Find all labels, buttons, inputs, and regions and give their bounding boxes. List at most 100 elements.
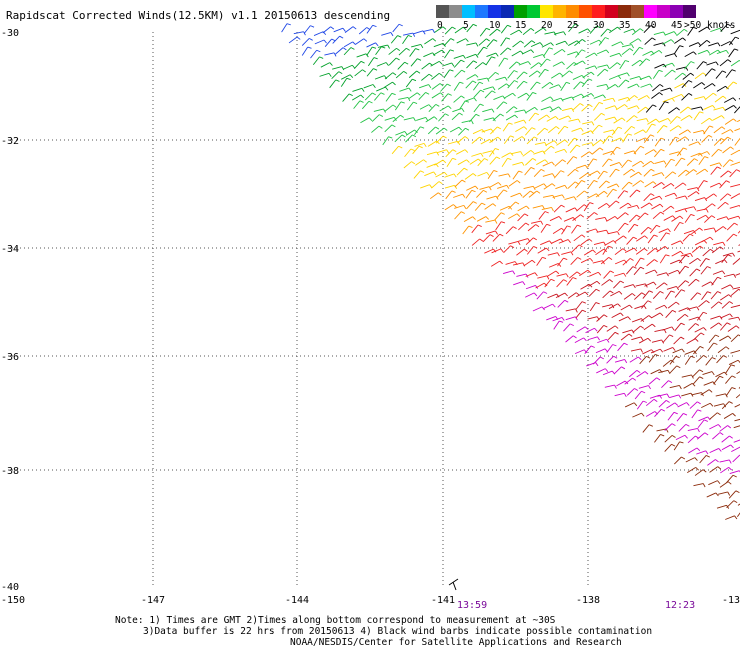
wind-barb	[553, 31, 567, 36]
wind-barb	[688, 141, 701, 146]
wind-barb	[516, 80, 528, 89]
wind-barb	[550, 72, 563, 79]
wind-barb	[488, 148, 500, 157]
wind-barb	[324, 38, 336, 48]
wind-barb	[685, 457, 698, 463]
wind-barb	[607, 331, 619, 340]
wind-barb	[476, 189, 488, 198]
wind-barb	[640, 226, 652, 235]
wind-barb	[353, 100, 364, 109]
wind-barb	[582, 121, 595, 126]
wind-barb	[542, 161, 555, 167]
wind-barb	[632, 325, 645, 333]
wind-barb	[674, 322, 685, 332]
wind-barb	[552, 61, 565, 67]
wind-barb	[505, 226, 517, 235]
wind-barb	[713, 403, 727, 408]
wind-barb	[293, 31, 306, 36]
wind-barb	[580, 151, 593, 158]
wind-barb	[699, 455, 710, 464]
wind-barb	[636, 235, 648, 242]
wind-barb	[341, 74, 354, 80]
wind-barb	[710, 301, 723, 309]
wind-barb	[586, 212, 598, 220]
wind-barb	[431, 83, 444, 90]
wind-barb	[557, 257, 568, 267]
wind-barb	[427, 140, 440, 147]
wind-barb	[422, 28, 435, 34]
wind-barb	[611, 312, 624, 319]
wind-barb	[704, 215, 716, 223]
wind-barb	[507, 70, 518, 79]
wind-barb	[444, 184, 458, 189]
wind-barb	[709, 466, 722, 473]
wind-barb	[508, 201, 520, 210]
wind-barb	[557, 125, 569, 135]
wind-barb	[466, 185, 479, 191]
wind-barb	[405, 129, 418, 136]
wind-barb	[633, 266, 645, 276]
wind-barb	[736, 119, 740, 122]
wind-barb	[687, 26, 698, 36]
wind-barb	[640, 315, 653, 322]
wind-barb	[705, 193, 718, 200]
wind-barb	[730, 149, 740, 156]
wind-barb	[714, 226, 727, 233]
wind-barb	[466, 53, 479, 59]
legend-swatch	[592, 5, 605, 18]
wind-barb	[701, 236, 714, 243]
wind-barb	[474, 202, 486, 211]
wind-barb	[609, 168, 620, 178]
wind-barb	[510, 29, 523, 36]
wind-barb	[456, 167, 468, 176]
wind-barb	[656, 246, 669, 253]
wind-barb	[693, 346, 704, 355]
wind-barb	[486, 52, 499, 57]
wind-barb	[596, 324, 608, 334]
wind-barb	[465, 80, 477, 89]
wind-barb	[466, 201, 477, 210]
wind-barb	[678, 254, 690, 264]
wind-barb	[592, 101, 604, 111]
wind-barb	[487, 71, 500, 80]
wind-barb	[686, 338, 699, 345]
wind-barb	[547, 252, 560, 257]
wind-barb	[720, 170, 732, 178]
wind-barb	[503, 92, 516, 99]
wind-barb	[413, 170, 425, 179]
wind-barb	[482, 150, 495, 155]
wind-barb	[632, 160, 645, 167]
wind-barb	[611, 137, 624, 143]
wind-barb	[420, 184, 433, 189]
wind-barb	[709, 412, 721, 420]
wind-barb	[636, 371, 649, 378]
wind-barb	[522, 28, 535, 36]
wind-barb	[678, 265, 689, 275]
wind-barb	[688, 447, 701, 454]
wind-barb	[720, 136, 732, 145]
wind-barb	[690, 292, 702, 301]
wind-barb	[310, 49, 321, 59]
wind-barb	[667, 411, 678, 421]
wind-barb	[512, 40, 524, 48]
wind-barb	[478, 38, 490, 46]
wind-barb	[446, 157, 457, 167]
wind-barb	[465, 189, 476, 199]
wind-barb	[697, 419, 709, 429]
wind-barb	[480, 138, 493, 145]
wind-barb	[694, 72, 707, 80]
note-line-1: Note: 1) Times are GMT 2)Times along bot…	[115, 615, 556, 626]
wind-barb	[724, 97, 737, 103]
wind-barb	[392, 114, 404, 123]
wind-barb	[662, 62, 675, 67]
wind-barb	[471, 136, 484, 144]
wind-barb	[471, 224, 482, 234]
wind-barb	[629, 38, 642, 45]
wind-barb	[716, 85, 729, 92]
wind-barb	[698, 156, 709, 165]
wind-barb	[371, 125, 383, 133]
wind-barb	[477, 158, 489, 167]
wind-barb	[445, 190, 456, 200]
wind-barb	[469, 158, 482, 165]
wind-barb	[500, 24, 512, 34]
